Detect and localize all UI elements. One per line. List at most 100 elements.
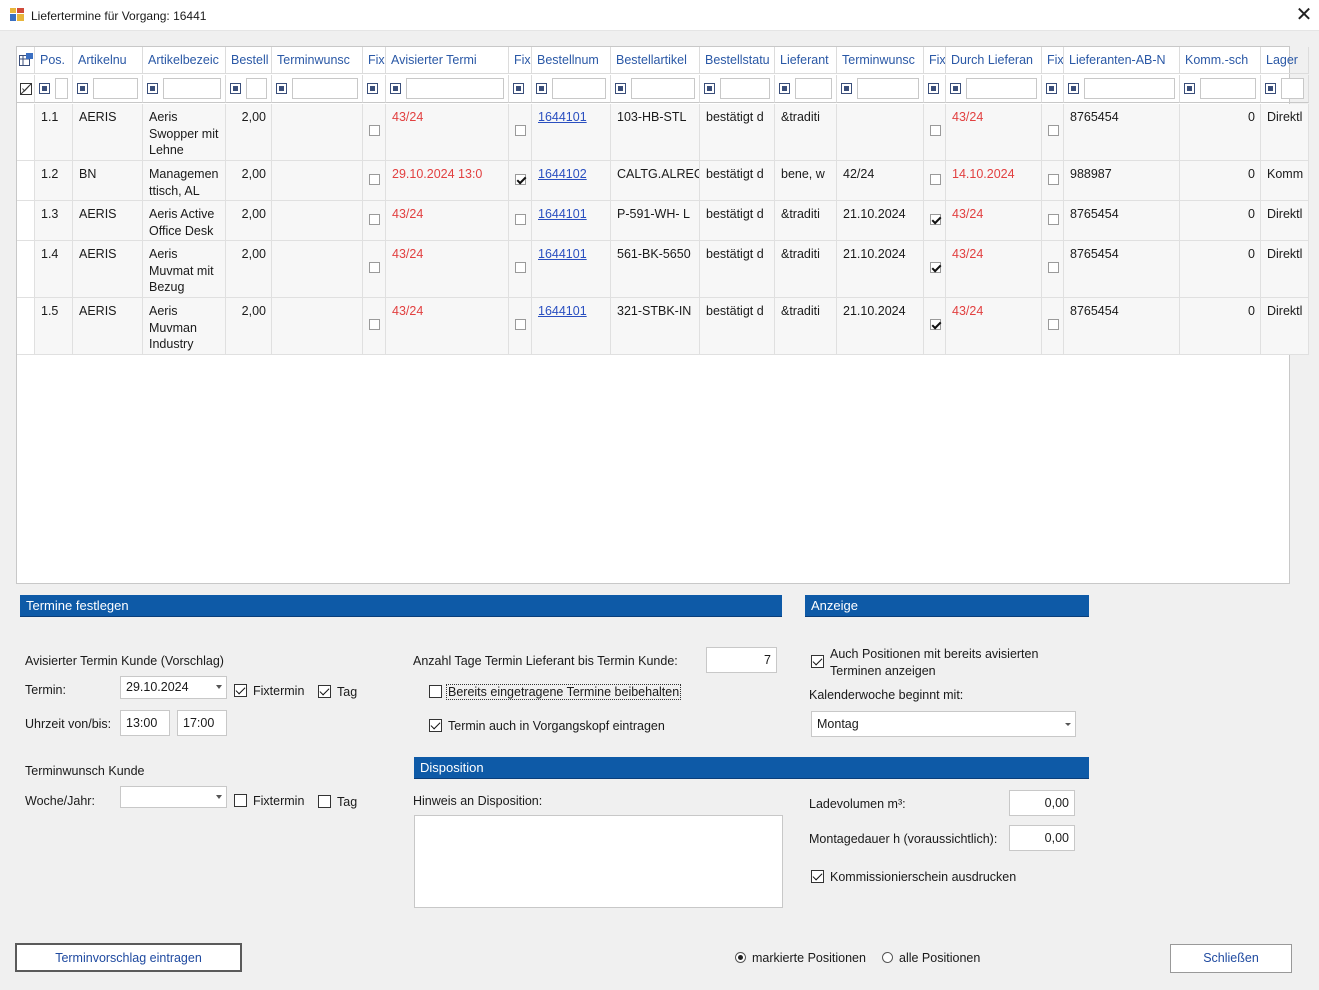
filter-cell[interactable]	[532, 75, 611, 103]
filter-operator-icon[interactable]	[1046, 83, 1057, 94]
column-header[interactable]: Bestellnum	[532, 47, 611, 74]
row-indicator[interactable]	[17, 161, 35, 201]
table-cell[interactable]: 21.10.2024	[837, 241, 924, 298]
table-cell[interactable]	[272, 298, 363, 355]
column-header[interactable]: Artikelbezeic	[143, 47, 226, 74]
filter-cell[interactable]	[1042, 75, 1064, 103]
table-cell[interactable]: AERIS	[73, 298, 143, 355]
filter-cell[interactable]	[700, 75, 775, 103]
fix-checkbox[interactable]	[1048, 174, 1059, 185]
radio-markiert[interactable]	[735, 952, 746, 963]
termin-datepicker[interactable]: 29.10.2024	[120, 676, 227, 699]
table-cell[interactable]: &traditi	[775, 241, 837, 298]
column-header[interactable]: Bestellartikel	[611, 47, 700, 74]
filter-operator-icon[interactable]	[779, 83, 790, 94]
filter-cell[interactable]	[363, 75, 386, 103]
table-cell[interactable]: Managemen ttisch, AL	[143, 161, 226, 201]
filter-input[interactable]	[406, 78, 504, 99]
table-cell[interactable]	[272, 104, 363, 161]
hinweis-textarea[interactable]	[414, 815, 783, 908]
filter-input[interactable]	[1281, 78, 1304, 99]
column-header[interactable]: Komm.-sch	[1180, 47, 1261, 74]
tag-checkbox[interactable]	[318, 685, 331, 698]
anzahl-input[interactable]: 7	[706, 647, 777, 673]
cell-fix[interactable]	[924, 241, 946, 298]
filter-cell[interactable]	[1064, 75, 1180, 103]
table-cell[interactable]: 14.10.2024	[946, 161, 1042, 201]
fix-checkbox[interactable]	[515, 125, 526, 136]
cell-fix[interactable]	[363, 161, 386, 201]
table-cell[interactable]: 561-BK-5650	[611, 241, 700, 298]
column-header[interactable]: Lieferant	[775, 47, 837, 74]
filter-cell[interactable]	[272, 75, 363, 103]
bestellnummer-link[interactable]: 1644101	[532, 298, 611, 355]
table-cell[interactable]: &traditi	[775, 104, 837, 161]
cell-fix[interactable]	[363, 201, 386, 241]
filter-operator-icon[interactable]	[1184, 83, 1195, 94]
filter-input[interactable]	[1200, 78, 1256, 99]
cell-fix[interactable]	[363, 298, 386, 355]
filter-operator-icon[interactable]	[513, 83, 524, 94]
bestellnummer-link[interactable]: 1644101	[532, 241, 611, 298]
table-cell[interactable]: 43/24	[946, 104, 1042, 161]
filter-operator-icon[interactable]	[1265, 83, 1276, 94]
fix-checkbox[interactable]	[930, 125, 941, 136]
column-header[interactable]: Terminwunsc	[272, 47, 363, 74]
kw-dropdown[interactable]: Montag	[811, 711, 1076, 737]
filter-operator-icon[interactable]	[615, 83, 626, 94]
table-cell[interactable]: 1.2	[35, 161, 73, 201]
cell-fix[interactable]	[363, 241, 386, 298]
ladevolumen-input[interactable]: 0,00	[1009, 790, 1075, 816]
table-cell[interactable]: 43/24	[946, 241, 1042, 298]
column-header[interactable]: Durch Lieferan	[946, 47, 1042, 74]
filter-cell[interactable]	[386, 75, 509, 103]
fix-checkbox[interactable]	[930, 262, 941, 273]
cell-fix[interactable]	[1042, 241, 1064, 298]
table-cell[interactable]: P-591-WH- L	[611, 201, 700, 241]
table-cell[interactable]: 988987	[1064, 161, 1180, 201]
column-header[interactable]: Artikelnu	[73, 47, 143, 74]
table-cell[interactable]: 43/24	[386, 104, 509, 161]
table-cell[interactable]: 43/24	[946, 298, 1042, 355]
bestellnummer-link[interactable]: 1644102	[532, 161, 611, 201]
table-cell[interactable]: bestätigt d	[700, 241, 775, 298]
filter-input[interactable]	[552, 78, 606, 99]
fix-checkbox[interactable]	[369, 125, 380, 136]
fix-checkbox[interactable]	[1048, 125, 1059, 136]
table-cell[interactable]: 1.1	[35, 104, 73, 161]
table-cell[interactable]: 0	[1180, 298, 1261, 355]
table-cell[interactable]: bestätigt d	[700, 104, 775, 161]
fixtermin-checkbox[interactable]	[234, 684, 247, 697]
von-input[interactable]: 13:00	[120, 710, 170, 736]
column-header[interactable]: Fix	[509, 47, 532, 74]
fix-checkbox[interactable]	[515, 174, 526, 185]
table-cell[interactable]	[837, 104, 924, 161]
filter-operator-icon[interactable]	[928, 83, 939, 94]
filter-input[interactable]	[93, 78, 138, 99]
table-cell[interactable]	[272, 161, 363, 201]
fix-checkbox[interactable]	[369, 262, 380, 273]
filter-cell[interactable]	[924, 75, 946, 103]
table-cell[interactable]: Direktl	[1261, 104, 1309, 161]
table-cell[interactable]: 8765454	[1064, 201, 1180, 241]
cell-fix[interactable]	[924, 201, 946, 241]
table-cell[interactable]: 8765454	[1064, 298, 1180, 355]
cell-fix[interactable]	[924, 298, 946, 355]
filter-cell[interactable]	[35, 75, 73, 103]
table-cell[interactable]: 43/24	[386, 201, 509, 241]
beibehalten-checkbox[interactable]	[429, 685, 442, 698]
table-cell[interactable]: Aeris Active Office Desk	[143, 201, 226, 241]
filter-cell[interactable]	[143, 75, 226, 103]
filter-operator-icon[interactable]	[230, 83, 241, 94]
filter-input[interactable]	[966, 78, 1037, 99]
table-cell[interactable]: Komm	[1261, 161, 1309, 201]
filter-operator-icon[interactable]	[390, 83, 401, 94]
fix-checkbox[interactable]	[515, 262, 526, 273]
cell-fix[interactable]	[509, 241, 532, 298]
table-cell[interactable]: 8765454	[1064, 241, 1180, 298]
table-cell[interactable]: 43/24	[386, 298, 509, 355]
table-cell[interactable]: 42/24	[837, 161, 924, 201]
table-cell[interactable]: 2,00	[226, 161, 272, 201]
table-cell[interactable]: Aeris Swopper mit Lehne	[143, 104, 226, 161]
fix-checkbox[interactable]	[930, 319, 941, 330]
